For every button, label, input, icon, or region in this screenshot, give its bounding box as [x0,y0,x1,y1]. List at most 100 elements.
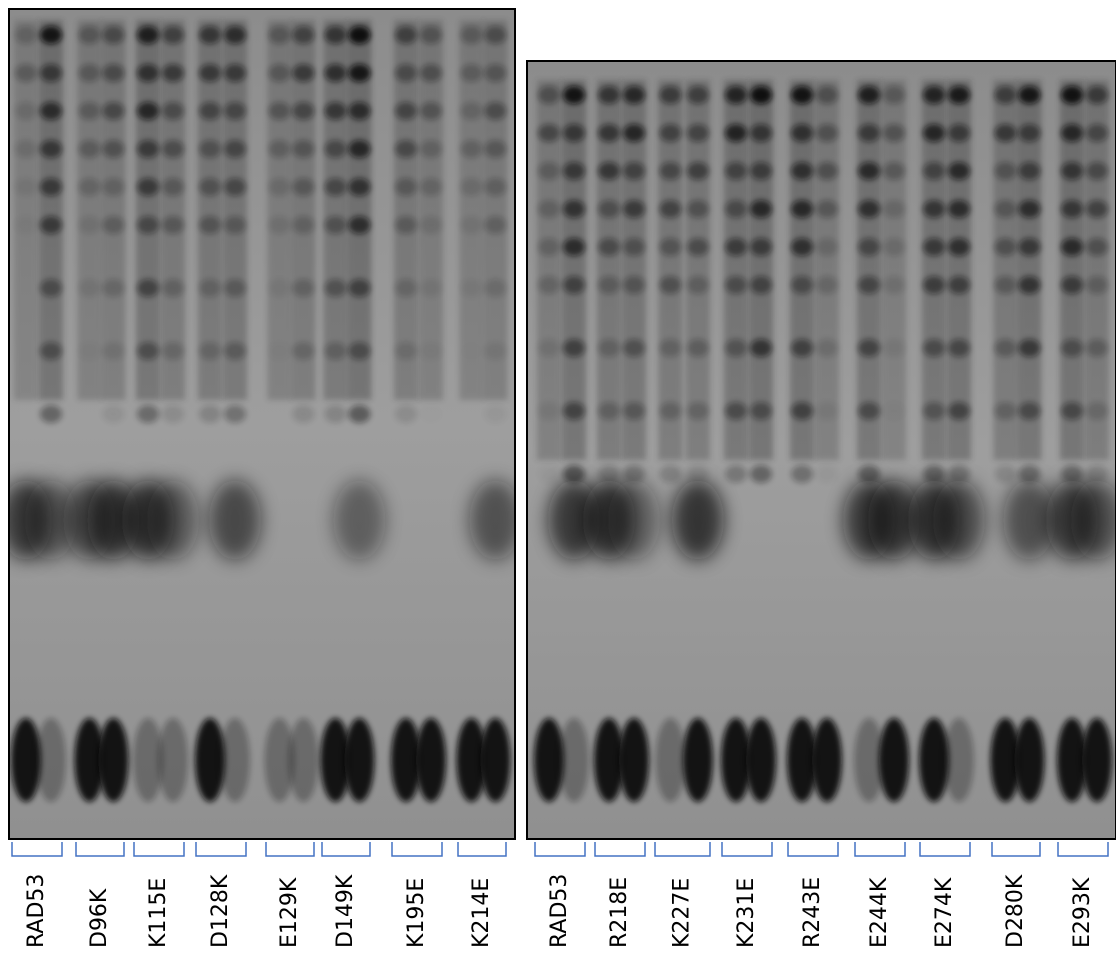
gel-band [162,102,184,120]
gel-band [292,26,315,44]
gel-band [659,162,682,180]
gel-band [292,102,315,120]
gel-band [78,64,101,82]
lane-label: R218E [607,877,632,948]
gel-band [994,465,1017,483]
gel-smear [209,480,261,560]
gel-band [420,102,442,120]
gel-band [268,64,291,82]
gel-band [598,402,620,420]
lane-smear [749,80,773,460]
gel-band [1061,339,1083,357]
gel-band [137,140,159,158]
gel-bands [534,80,1116,802]
lane-labels: RAD53 D96K K115E D128K E129K D149K K195E K214E R… [11,842,1109,948]
lane-smear [922,80,946,460]
gel-band [858,276,880,294]
gel-band [78,140,101,158]
gel-band [1061,86,1083,104]
gel-band [268,178,291,196]
gel-band [1086,124,1108,142]
gel-band [199,64,221,82]
free-probe [133,718,163,802]
gel-band [791,339,813,357]
lane-label: D280K [1003,874,1028,948]
gel-band [1018,124,1041,142]
free-probe [36,718,66,802]
lane-label: D128K [208,874,233,948]
gel-band [563,465,585,483]
lane-smear [947,80,971,460]
gel-band [162,26,184,44]
gel-band [78,102,101,120]
gel-band [15,26,37,44]
gel-band [858,162,880,180]
lane-smear [39,20,63,400]
gel-band [725,124,747,142]
free-probe [812,718,842,802]
free-probe [746,718,776,802]
free-probe [288,718,319,802]
gel-band [923,339,945,357]
gel-band [40,405,62,423]
lane-smear [815,80,839,460]
lane-smear [1085,80,1109,460]
gel-band [725,276,747,294]
free-probe [344,718,375,802]
gel-band [224,178,246,196]
gel-band [883,200,905,218]
gel-band [750,162,772,180]
gel-band [923,402,945,420]
gel-band [686,339,709,357]
free-probe [480,718,511,802]
gel-band [78,216,101,234]
gel-band [1086,238,1108,256]
gel-band [395,342,417,360]
gel-band [538,238,560,256]
gel-band [623,465,645,483]
gel-band [686,465,709,483]
gel-band [420,140,442,158]
lane-bracket [594,842,646,857]
lane-bracket [11,842,63,857]
gel-band [460,26,483,44]
gel-band [1018,200,1041,218]
gel-band [137,178,159,196]
lane-smear [136,20,160,400]
lane-smear [267,20,292,400]
gel-smear [1003,480,1056,560]
gel-band [162,178,184,196]
gel-band [102,26,125,44]
gel-band [102,140,125,158]
gel-band [1061,465,1083,483]
gel-band [162,140,184,158]
gel-band [623,276,645,294]
gel-band [460,279,483,297]
gel-band [623,238,645,256]
gel-band [623,402,645,420]
free-probe [990,718,1021,802]
gel-band [816,339,838,357]
gel-band [883,124,905,142]
gel-band [816,402,838,420]
gel-band [102,178,125,196]
gel-band [268,26,291,44]
gel-band [395,178,417,196]
gel-band [460,216,483,234]
gel-band [923,124,945,142]
gel-band [659,465,682,483]
gel-band [460,102,483,120]
lane-label: E129K [277,877,302,948]
free-probe [879,718,909,802]
gel-smear [25,480,77,560]
gel-band [224,26,246,44]
gel-band [268,140,291,158]
lane-smear [597,80,621,460]
gel-band [292,64,315,82]
gel-band [137,26,159,44]
gel-band [948,276,970,294]
lane-bracket [721,842,773,857]
gel-band [199,279,221,297]
gel-band [348,102,371,120]
gel-band [420,342,442,360]
